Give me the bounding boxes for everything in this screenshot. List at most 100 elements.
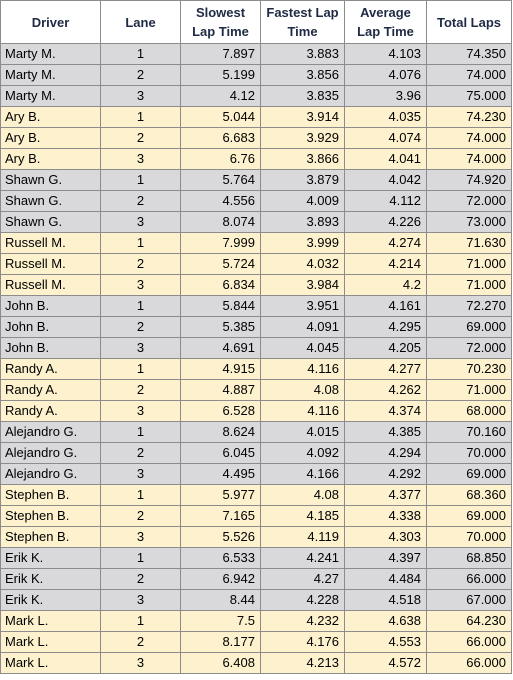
cell-fastest-lap-time[interactable]: 4.08: [260, 379, 345, 401]
cell-lane[interactable]: 3: [100, 148, 181, 170]
cell-total-laps[interactable]: 70.000: [426, 442, 512, 464]
cell-total-laps[interactable]: 66.000: [426, 631, 512, 653]
cell-driver[interactable]: Erik K.: [0, 589, 101, 611]
cell-average-lap-time[interactable]: 4.294: [344, 442, 427, 464]
cell-lane[interactable]: 3: [100, 526, 181, 548]
cell-driver[interactable]: Marty M.: [0, 85, 101, 107]
cell-average-lap-time[interactable]: 4.042: [344, 169, 427, 191]
cell-fastest-lap-time[interactable]: 3.951: [260, 295, 345, 317]
cell-driver[interactable]: Mark L.: [0, 610, 101, 632]
cell-total-laps[interactable]: 70.000: [426, 526, 512, 548]
cell-total-laps[interactable]: 74.230: [426, 106, 512, 128]
cell-driver[interactable]: Russell M.: [0, 274, 101, 296]
cell-total-laps[interactable]: 71.000: [426, 274, 512, 296]
cell-average-lap-time[interactable]: 4.374: [344, 400, 427, 422]
cell-slowest-lap-time[interactable]: 4.495: [180, 463, 261, 485]
cell-driver[interactable]: Mark L.: [0, 631, 101, 653]
cell-driver[interactable]: Erik K.: [0, 547, 101, 569]
cell-lane[interactable]: 2: [100, 127, 181, 149]
cell-average-lap-time[interactable]: 3.96: [344, 85, 427, 107]
cell-average-lap-time[interactable]: 4.074: [344, 127, 427, 149]
cell-total-laps[interactable]: 72.000: [426, 337, 512, 359]
cell-average-lap-time[interactable]: 4.076: [344, 64, 427, 86]
cell-lane[interactable]: 3: [100, 85, 181, 107]
cell-slowest-lap-time[interactable]: 5.199: [180, 64, 261, 86]
cell-slowest-lap-time[interactable]: 5.526: [180, 526, 261, 548]
cell-slowest-lap-time[interactable]: 6.045: [180, 442, 261, 464]
cell-total-laps[interactable]: 70.160: [426, 421, 512, 443]
cell-total-laps[interactable]: 67.000: [426, 589, 512, 611]
header-average-lap-time[interactable]: Average Lap Time: [344, 0, 427, 44]
cell-slowest-lap-time[interactable]: 5.385: [180, 316, 261, 338]
cell-average-lap-time[interactable]: 4.274: [344, 232, 427, 254]
cell-average-lap-time[interactable]: 4.262: [344, 379, 427, 401]
cell-driver[interactable]: Stephen B.: [0, 526, 101, 548]
cell-average-lap-time[interactable]: 4.161: [344, 295, 427, 317]
header-driver[interactable]: Driver: [0, 0, 101, 44]
cell-driver[interactable]: Marty M.: [0, 64, 101, 86]
header-fastest-lap-time[interactable]: Fastest Lap Time: [260, 0, 345, 44]
cell-driver[interactable]: Alejandro G.: [0, 442, 101, 464]
cell-slowest-lap-time[interactable]: 6.76: [180, 148, 261, 170]
cell-lane[interactable]: 1: [100, 295, 181, 317]
cell-driver[interactable]: Russell M.: [0, 232, 101, 254]
cell-fastest-lap-time[interactable]: 4.228: [260, 589, 345, 611]
cell-fastest-lap-time[interactable]: 4.185: [260, 505, 345, 527]
cell-fastest-lap-time[interactable]: 4.08: [260, 484, 345, 506]
header-lane[interactable]: Lane: [100, 0, 181, 44]
cell-average-lap-time[interactable]: 4.103: [344, 43, 427, 65]
cell-average-lap-time[interactable]: 4.041: [344, 148, 427, 170]
cell-driver[interactable]: Alejandro G.: [0, 421, 101, 443]
cell-fastest-lap-time[interactable]: 4.092: [260, 442, 345, 464]
cell-average-lap-time[interactable]: 4.397: [344, 547, 427, 569]
cell-average-lap-time[interactable]: 4.338: [344, 505, 427, 527]
cell-total-laps[interactable]: 74.920: [426, 169, 512, 191]
cell-lane[interactable]: 2: [100, 379, 181, 401]
cell-slowest-lap-time[interactable]: 6.408: [180, 652, 261, 674]
cell-driver[interactable]: John B.: [0, 295, 101, 317]
cell-fastest-lap-time[interactable]: 4.213: [260, 652, 345, 674]
cell-driver[interactable]: Stephen B.: [0, 484, 101, 506]
cell-lane[interactable]: 3: [100, 463, 181, 485]
cell-total-laps[interactable]: 75.000: [426, 85, 512, 107]
cell-lane[interactable]: 3: [100, 274, 181, 296]
cell-slowest-lap-time[interactable]: 4.556: [180, 190, 261, 212]
cell-fastest-lap-time[interactable]: 4.009: [260, 190, 345, 212]
cell-total-laps[interactable]: 64.230: [426, 610, 512, 632]
cell-average-lap-time[interactable]: 4.205: [344, 337, 427, 359]
cell-driver[interactable]: Shawn G.: [0, 169, 101, 191]
cell-total-laps[interactable]: 69.000: [426, 463, 512, 485]
cell-slowest-lap-time[interactable]: 6.942: [180, 568, 261, 590]
cell-fastest-lap-time[interactable]: 4.166: [260, 463, 345, 485]
cell-average-lap-time[interactable]: 4.638: [344, 610, 427, 632]
cell-slowest-lap-time[interactable]: 8.44: [180, 589, 261, 611]
cell-lane[interactable]: 2: [100, 442, 181, 464]
cell-slowest-lap-time[interactable]: 8.074: [180, 211, 261, 233]
cell-lane[interactable]: 2: [100, 253, 181, 275]
cell-lane[interactable]: 2: [100, 568, 181, 590]
cell-slowest-lap-time[interactable]: 4.887: [180, 379, 261, 401]
cell-total-laps[interactable]: 71.000: [426, 253, 512, 275]
cell-slowest-lap-time[interactable]: 4.691: [180, 337, 261, 359]
cell-total-laps[interactable]: 74.000: [426, 127, 512, 149]
cell-average-lap-time[interactable]: 4.518: [344, 589, 427, 611]
cell-slowest-lap-time[interactable]: 5.044: [180, 106, 261, 128]
cell-slowest-lap-time[interactable]: 4.12: [180, 85, 261, 107]
cell-total-laps[interactable]: 66.000: [426, 652, 512, 674]
cell-lane[interactable]: 1: [100, 43, 181, 65]
header-total-laps[interactable]: Total Laps: [426, 0, 512, 44]
cell-fastest-lap-time[interactable]: 3.866: [260, 148, 345, 170]
cell-average-lap-time[interactable]: 4.292: [344, 463, 427, 485]
cell-slowest-lap-time[interactable]: 6.528: [180, 400, 261, 422]
cell-lane[interactable]: 3: [100, 211, 181, 233]
cell-total-laps[interactable]: 69.000: [426, 505, 512, 527]
cell-lane[interactable]: 2: [100, 64, 181, 86]
cell-lane[interactable]: 1: [100, 421, 181, 443]
cell-fastest-lap-time[interactable]: 4.032: [260, 253, 345, 275]
cell-total-laps[interactable]: 66.000: [426, 568, 512, 590]
cell-average-lap-time[interactable]: 4.572: [344, 652, 427, 674]
cell-slowest-lap-time[interactable]: 4.915: [180, 358, 261, 380]
cell-fastest-lap-time[interactable]: 3.893: [260, 211, 345, 233]
cell-average-lap-time[interactable]: 4.277: [344, 358, 427, 380]
cell-slowest-lap-time[interactable]: 5.977: [180, 484, 261, 506]
